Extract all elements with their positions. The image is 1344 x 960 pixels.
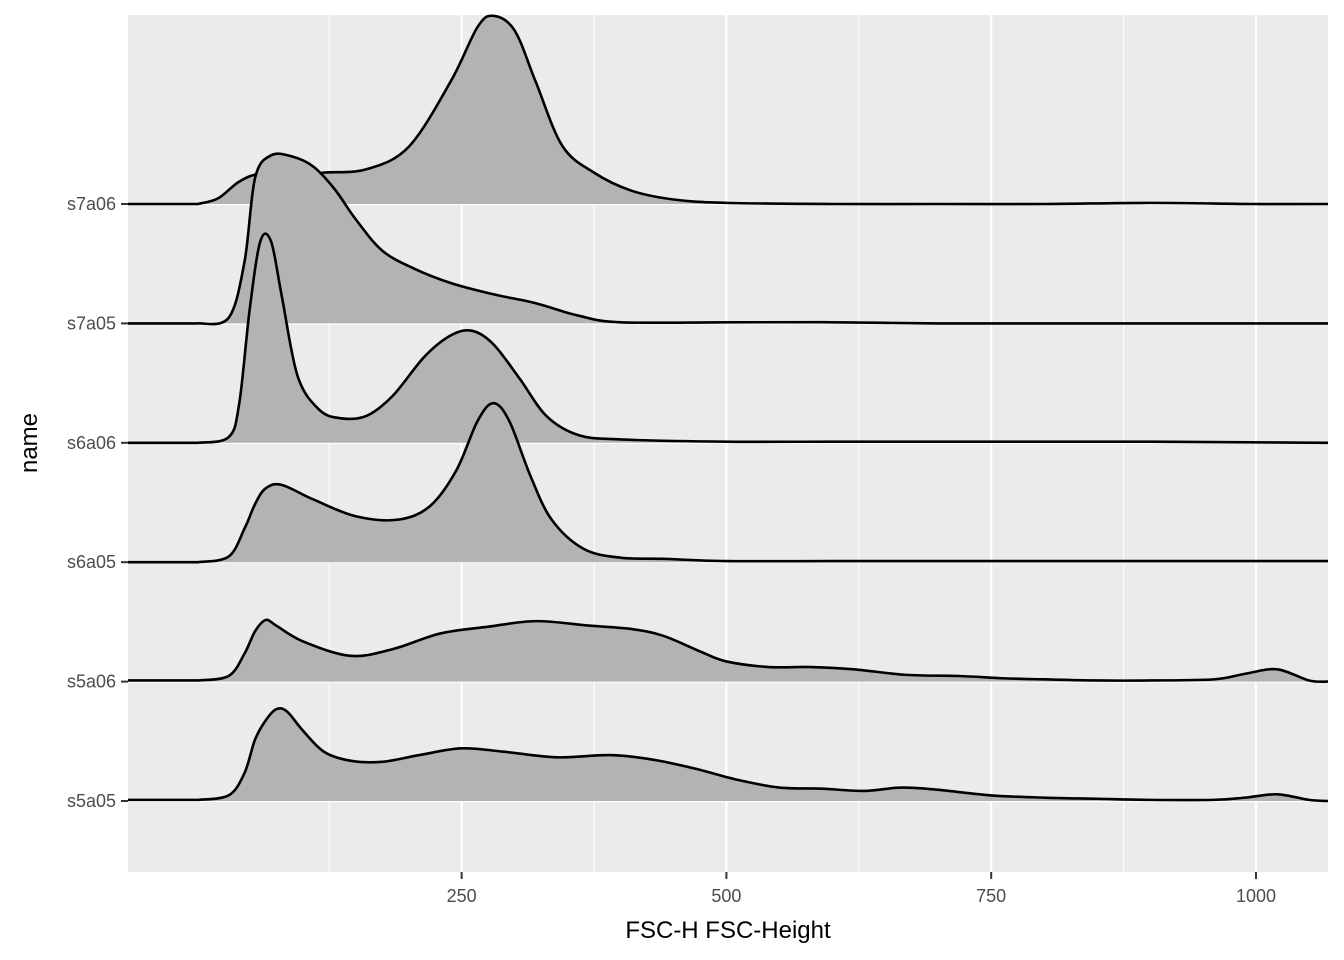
ridge-line-s6a06 [128, 232, 1329, 445]
y-axis-title: name [16, 413, 43, 473]
ridge-line-s7a05 [128, 152, 1328, 326]
x-tick-label: 250 [447, 886, 477, 906]
ridge-line-s5a05 [128, 706, 1329, 803]
y-tick-label: s7a05 [67, 313, 116, 333]
ridge-area-s7a06 [128, 15, 1328, 205]
density-ridges [128, 14, 1329, 803]
ridge-area-s6a05 [128, 403, 1328, 563]
x-axis-title: FSC-H FSC-Height [625, 917, 831, 944]
x-tick-label: 500 [711, 886, 741, 906]
y-tick-label: s6a05 [67, 552, 116, 572]
ridge-line-s6a05 [128, 401, 1328, 564]
x-tick-label: 750 [976, 886, 1006, 906]
x-tick-label: 1000 [1236, 886, 1276, 906]
ridge-line-s5a06 [128, 618, 1329, 684]
y-tick-label: s7a06 [67, 194, 116, 214]
ridge-area-s6a06 [128, 233, 1328, 443]
y-tick-label: s6a06 [67, 433, 116, 453]
ridge-area-s7a05 [128, 153, 1328, 325]
y-tick-label: s5a06 [67, 672, 116, 692]
ridge-area-s5a06 [128, 619, 1328, 682]
ridge-area-s5a05 [128, 708, 1328, 801]
y-axis: s5a05 s5a06 s6a05 s6a06 s7a05 s7a06 [67, 194, 128, 811]
y-tick-label: s5a05 [67, 791, 116, 811]
x-axis: 250 500 750 1000 [447, 872, 1276, 906]
